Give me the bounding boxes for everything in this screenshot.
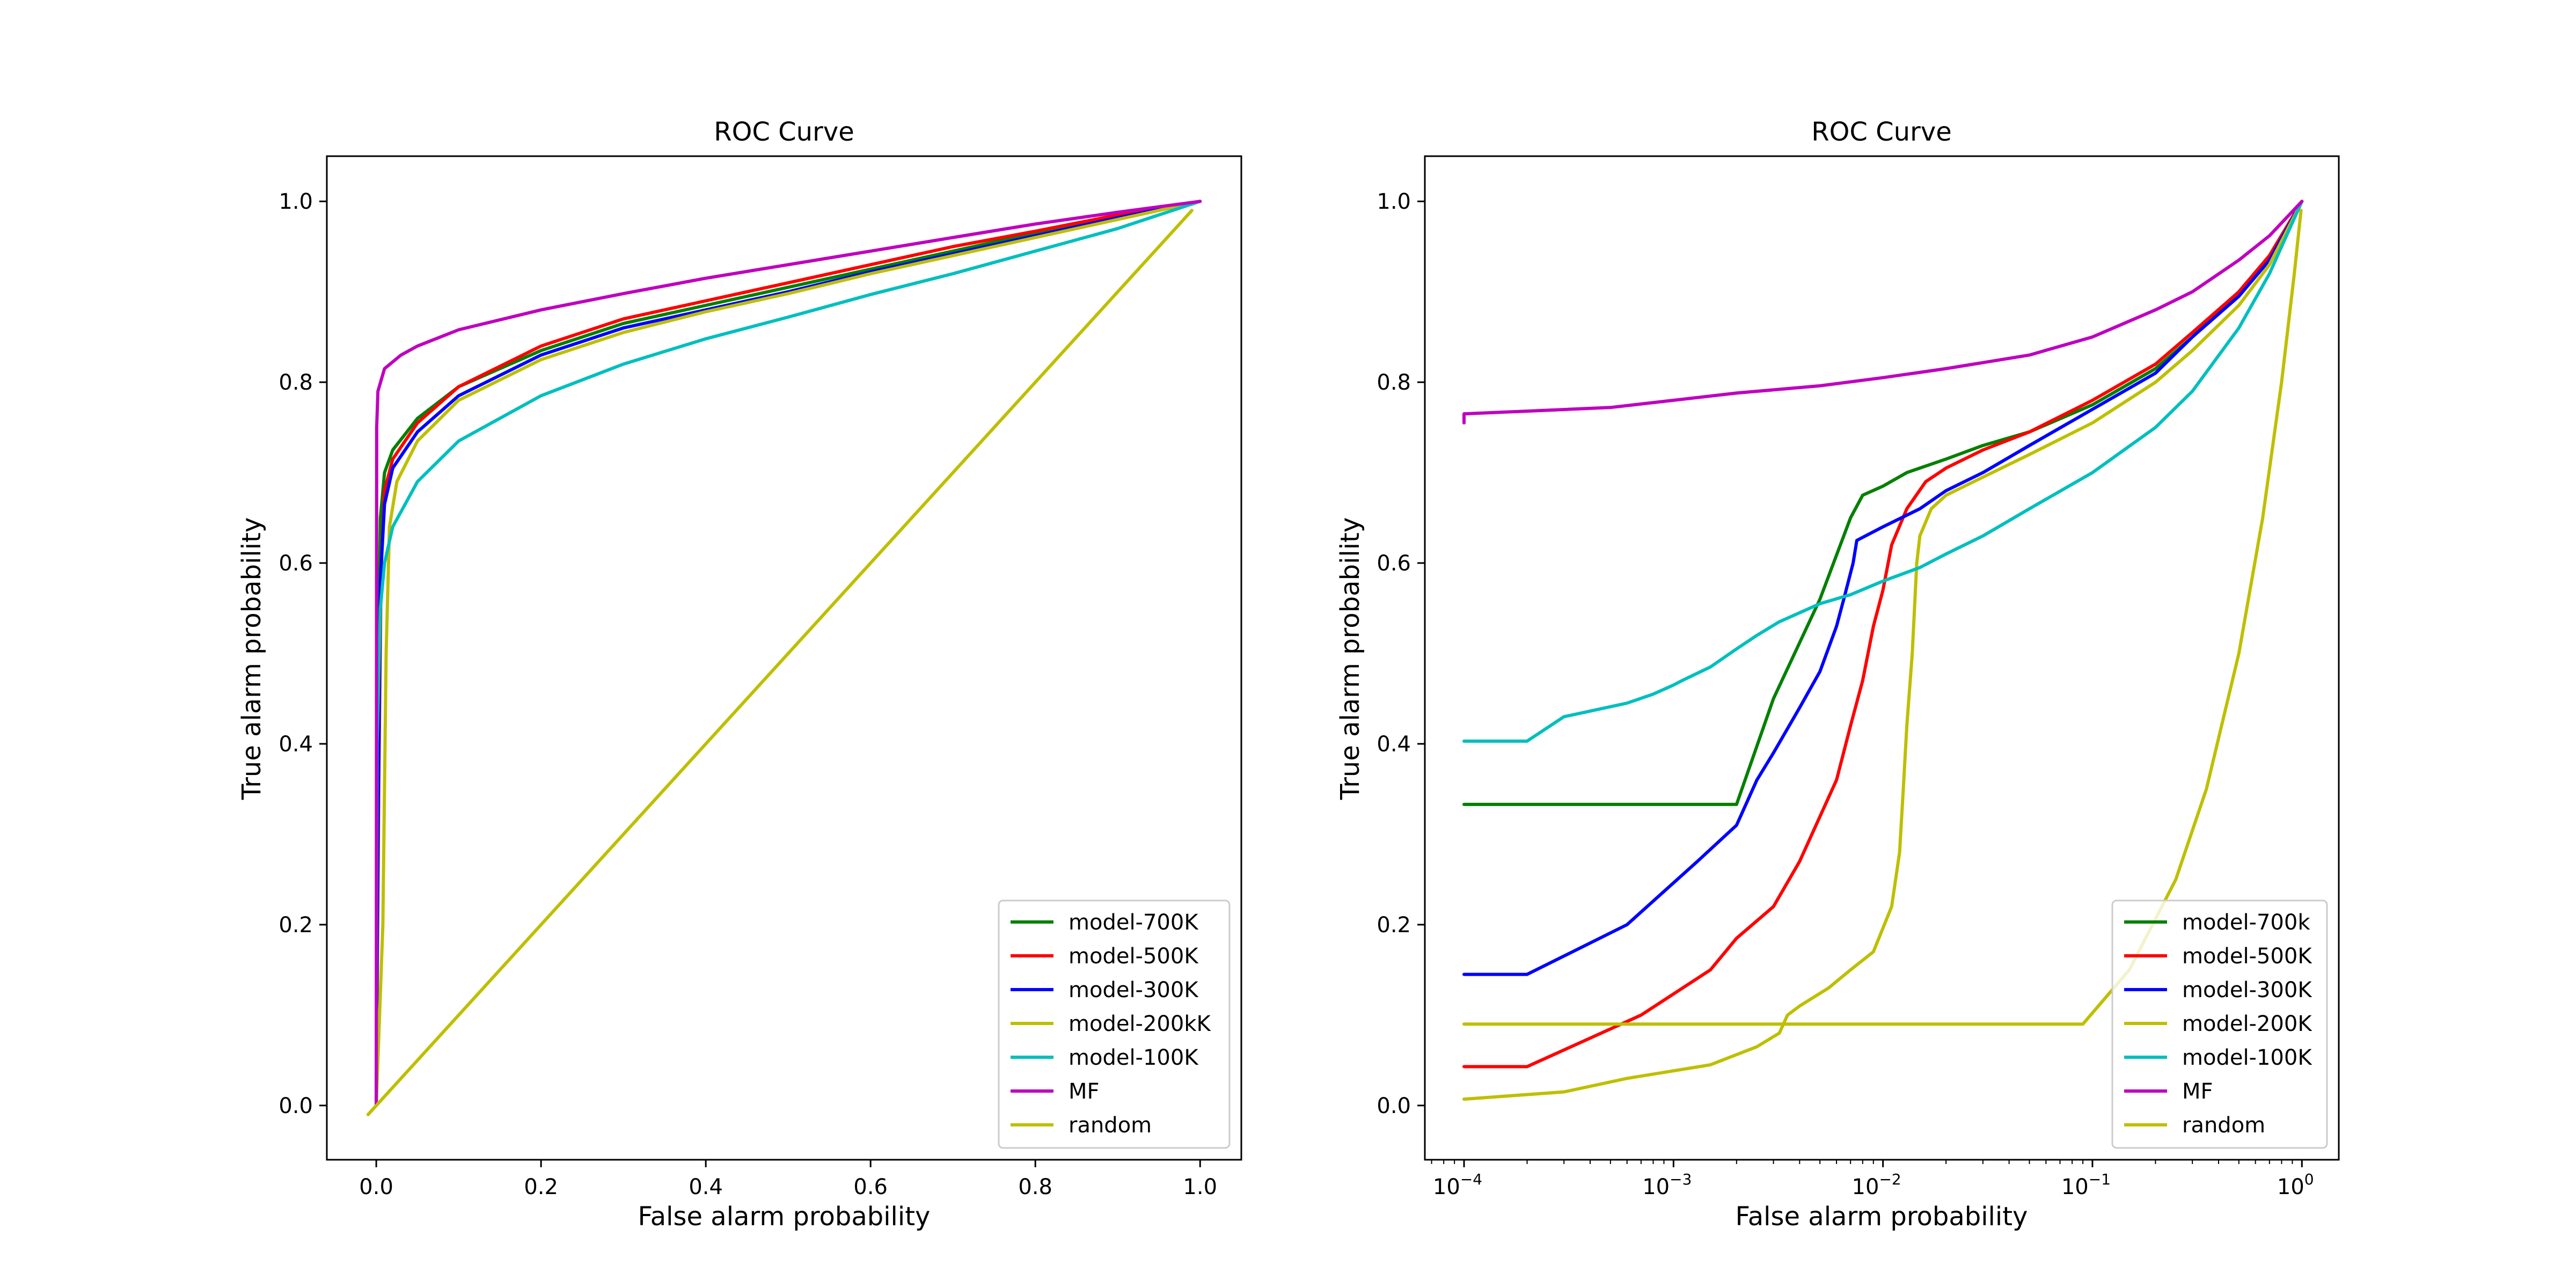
x-tick-label: 1.0	[1183, 1175, 1217, 1199]
x-axis-label: False alarm probability	[638, 1202, 931, 1232]
y-tick-label: 0.4	[1377, 732, 1411, 757]
y-tick-label: 0.2	[1377, 913, 1411, 938]
roc-chart-linear: ROC Curve False alarm probability True a…	[237, 117, 1242, 1232]
series-line-model-500k	[1462, 200, 2304, 1069]
series-lines	[366, 200, 1202, 1116]
y-tick-label: 0.4	[279, 732, 313, 757]
y-tick-label: 0.8	[1377, 370, 1411, 395]
legend-label-mf: MF	[1069, 1079, 1100, 1104]
series-line-mf	[1462, 200, 2304, 425]
series-line-model-700k	[375, 200, 1202, 1107]
x-tick-exponent: −2	[1879, 1170, 1901, 1188]
y-axis-label: True alarm probability	[237, 517, 267, 800]
x-tick-label: 0.8	[1018, 1175, 1052, 1199]
x-tick-label: 0.2	[524, 1175, 558, 1199]
x-tick-label: 10−4	[1433, 1170, 1482, 1199]
x-tick-label: 0.6	[853, 1175, 888, 1199]
chart-title: ROC Curve	[714, 117, 854, 147]
legend-label-random: random	[2182, 1113, 2265, 1138]
y-tick-label: 0.2	[279, 913, 313, 938]
legend-label-model-200kk: model-200kK	[1069, 1012, 1211, 1036]
legend: model-700K model-500K model-300K model-200k…	[998, 899, 1231, 1149]
legend-label-model-300k: model-300K	[1069, 978, 1199, 1002]
series-line-random	[366, 209, 1194, 1116]
axes-frame	[326, 155, 1242, 1161]
y-tick-label: 0.8	[279, 370, 313, 395]
legend-label-model-500k: model-500K	[2182, 944, 2312, 969]
x-tick-label: 0.0	[359, 1175, 393, 1199]
series-line-mf	[375, 200, 1202, 1107]
x-tick-exponent: −4	[1460, 1170, 1482, 1188]
legend-box	[998, 899, 1231, 1149]
legend-label-model-700k: model-700K	[1069, 910, 1199, 935]
series-line-model-100k	[1462, 200, 2304, 743]
series-line-model-100k	[375, 200, 1202, 1107]
series-line-random	[1462, 209, 2303, 1026]
legend-label-mf: MF	[2182, 1079, 2213, 1104]
x-axis-label: False alarm probability	[1736, 1202, 2028, 1232]
y-tick-label: 1.0	[1377, 189, 1411, 214]
legend-label-model-100k: model-100K	[1069, 1045, 1199, 1070]
legend-label-random: random	[1069, 1113, 1152, 1138]
y-tick-label: 1.0	[279, 189, 313, 214]
x-tick-exponent: 0	[2304, 1170, 2314, 1188]
axes-frame	[1424, 155, 2340, 1161]
chart-title: ROC Curve	[1811, 117, 1952, 147]
x-tick-label: 0.4	[689, 1175, 723, 1199]
legend-label-model-100k: model-100K	[2182, 1045, 2312, 1070]
legend-label-model-300k: model-300K	[2182, 978, 2312, 1002]
x-tick-exponent: −3	[1670, 1170, 1692, 1188]
legend: model-700k model-500K model-300K model-200K…	[2111, 899, 2328, 1149]
y-tick-label: 0.6	[1377, 551, 1411, 576]
series-line-model-200kk	[375, 200, 1202, 1107]
legend-box	[2111, 899, 2328, 1149]
y-tick-label: 0.0	[279, 1094, 313, 1118]
series-lines	[1462, 200, 2304, 1101]
legend-label-model-500k: model-500K	[1069, 944, 1199, 969]
series-line-model-300k	[1462, 200, 2304, 976]
x-tick-exponent: −1	[2089, 1170, 2111, 1188]
legend-label-model-200k: model-200K	[2182, 1012, 2312, 1036]
y-tick-label: 0.0	[1377, 1094, 1411, 1118]
series-line-model-200k	[1462, 200, 2304, 1101]
legend-label-model-700k: model-700k	[2182, 910, 2310, 935]
y-axis-label: True alarm probability	[1335, 517, 1365, 800]
series-line-model-300k	[375, 200, 1202, 1107]
y-tick-label: 0.6	[279, 551, 313, 576]
x-tick-label: 10−1	[2061, 1170, 2111, 1199]
plot-area: 0.0 0.2 0.4 0.6 0.8 1.0 0.0 0.2 0.4 0.6 0.8 1.0	[279, 155, 1242, 1199]
